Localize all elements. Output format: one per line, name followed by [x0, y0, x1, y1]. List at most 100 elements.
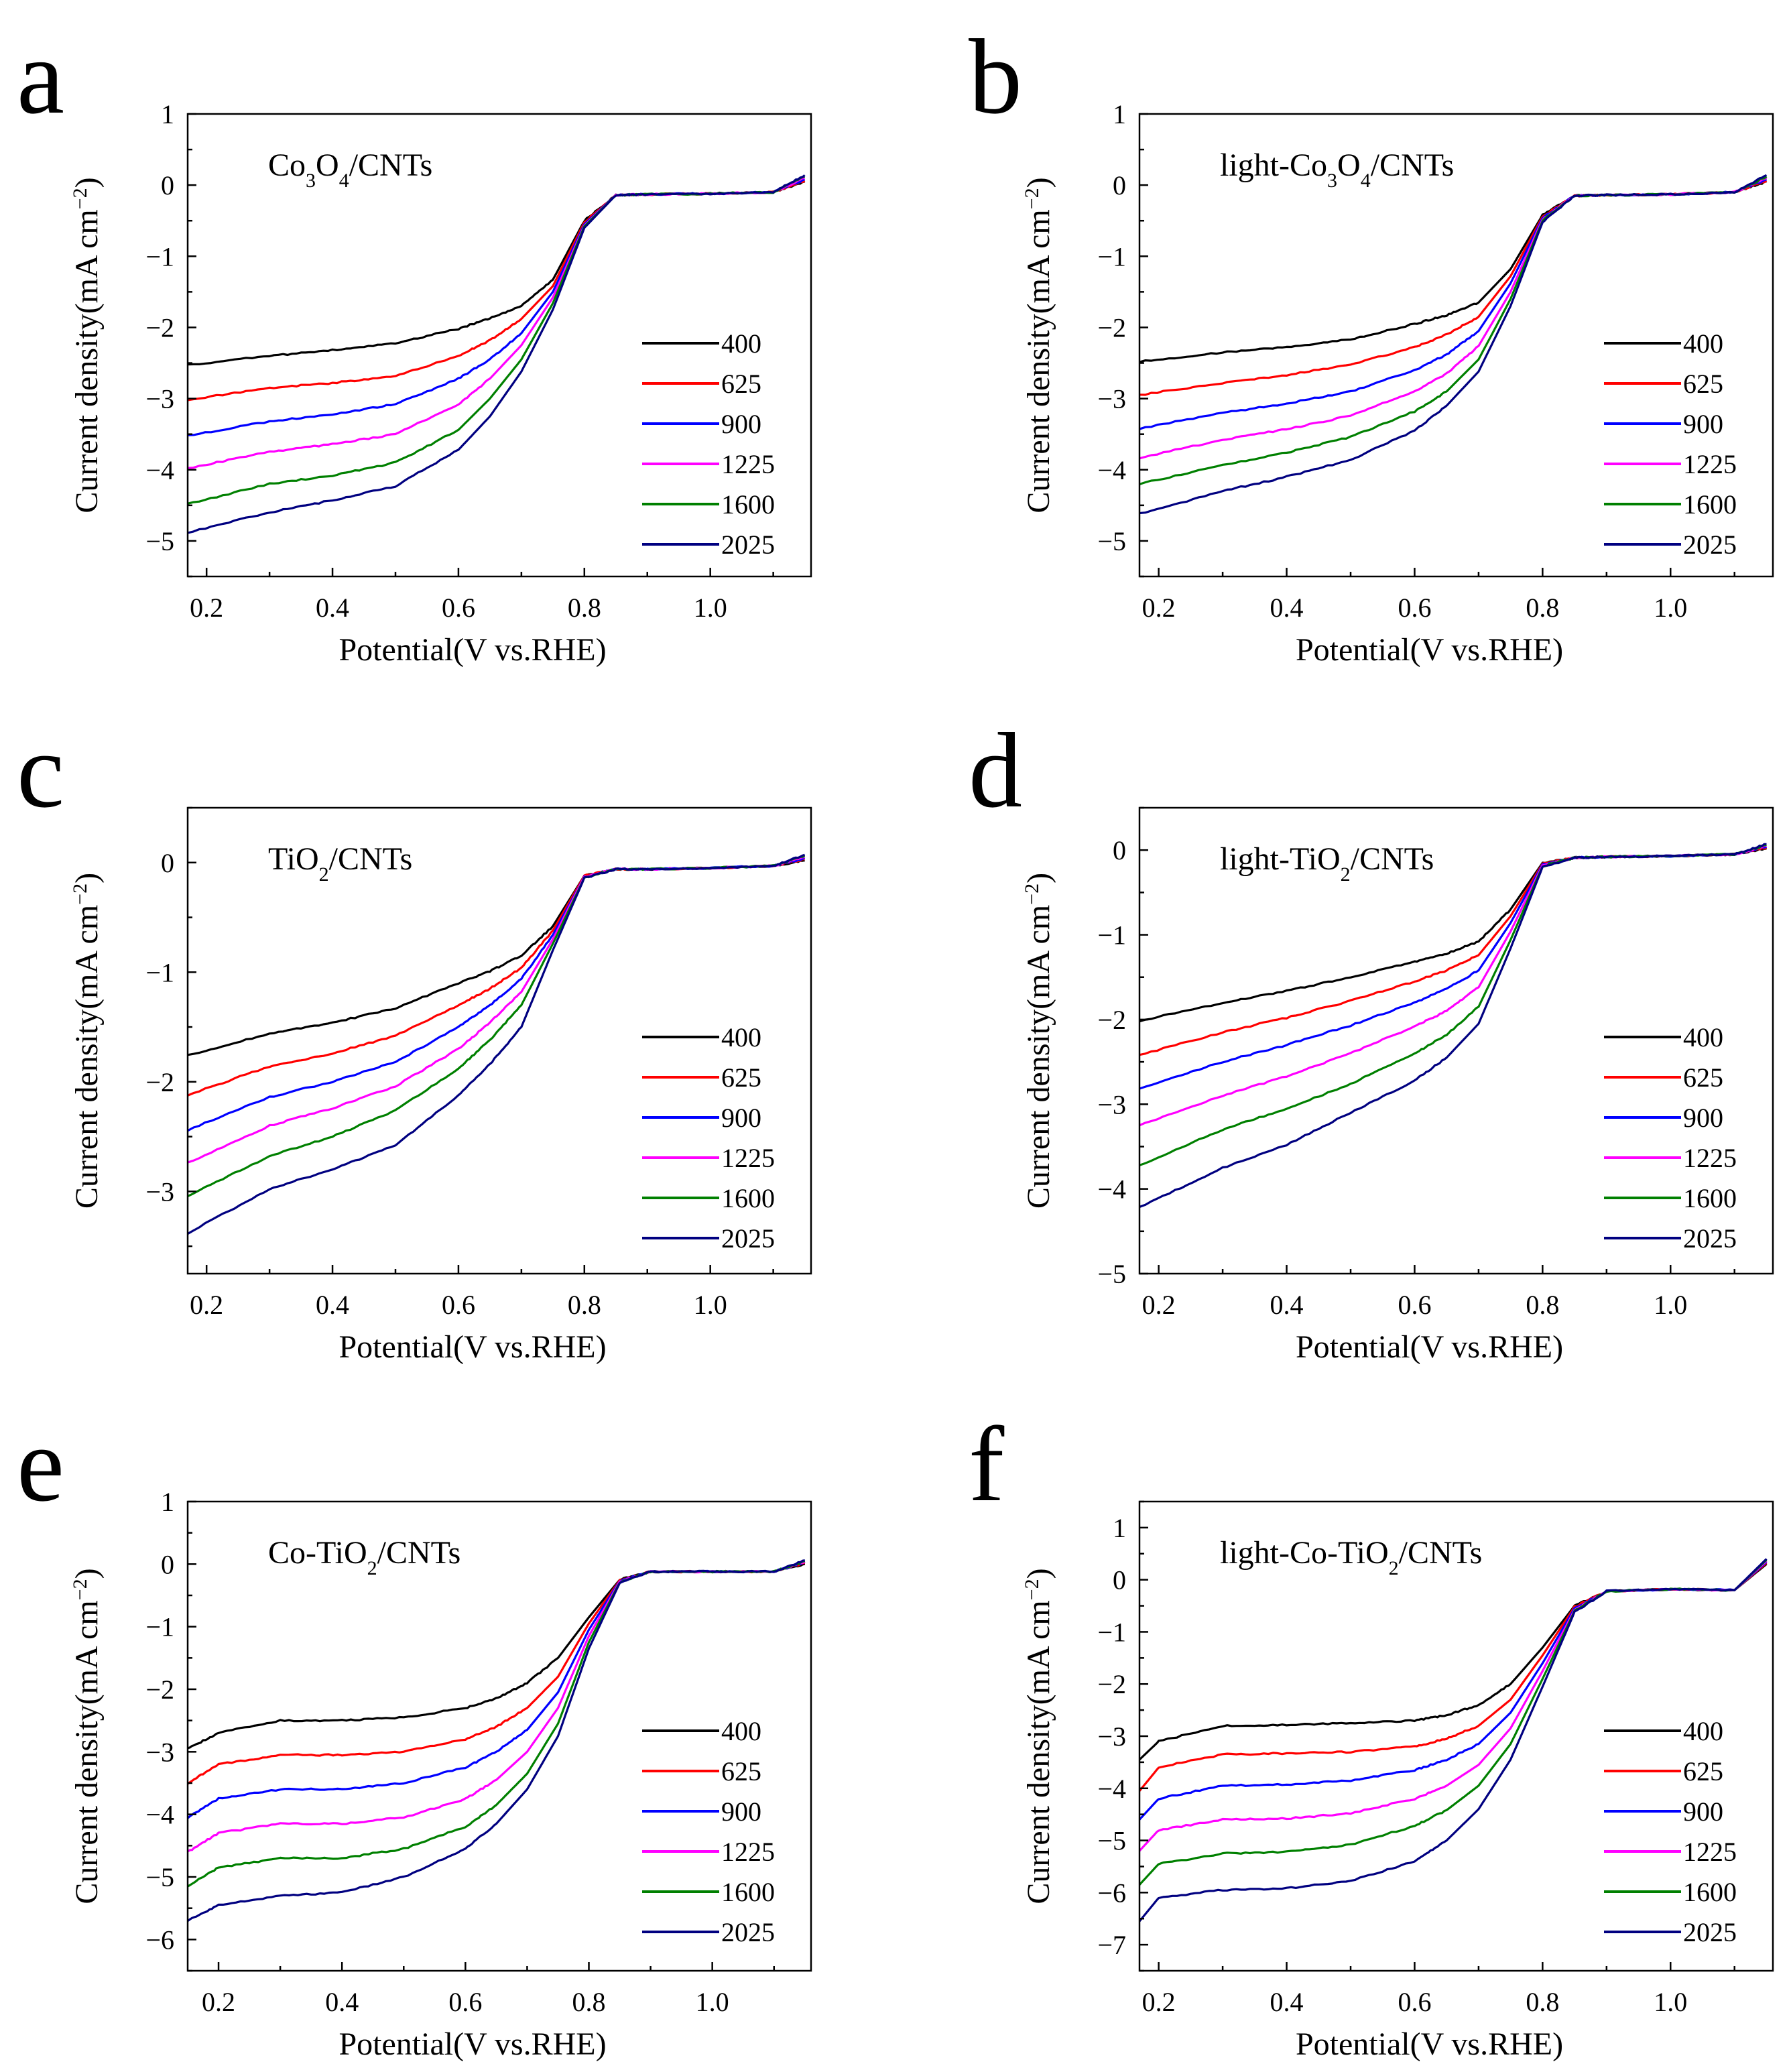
legend-label-400: 400	[721, 1716, 761, 1746]
sample-label: Co3O4/CNTs	[268, 147, 432, 192]
y-tick-label: −7	[1097, 1930, 1126, 1960]
plot-frame	[186, 1500, 812, 1972]
legend-label-2025: 2025	[1683, 1917, 1737, 1947]
panel-e: e 0.2 0.4 0.6 0.8 1.0 1 0 −1 −2 −3 −4 −5 −6 Potential(…	[17, 1404, 812, 2062]
legend-label-1225: 1225	[1683, 1837, 1737, 1867]
y-tick-label: −1	[1097, 920, 1126, 951]
legend-label-625: 625	[1683, 1756, 1723, 1786]
legend-label-400: 400	[1683, 328, 1723, 359]
y-tick-label: 1	[161, 1487, 174, 1517]
plot-frame	[1138, 806, 1774, 1275]
series-group	[188, 174, 806, 534]
series-line-900	[188, 857, 806, 1132]
legend-label-625: 625	[721, 369, 761, 399]
y-axis-title: Current density(mA cm−2)	[1021, 177, 1057, 513]
plot-frame	[186, 806, 812, 1275]
y-tick-label: −4	[1097, 1174, 1126, 1205]
sample-label: TiO2/CNTs	[268, 841, 412, 886]
y-tick-label: −3	[1097, 1721, 1126, 1752]
legend-label-1600: 1600	[1683, 1183, 1737, 1213]
series-line-2025	[188, 174, 806, 534]
legend-label-1600: 1600	[721, 489, 775, 520]
legend-label-1225: 1225	[721, 449, 775, 479]
x-tick-label: 1.0	[1654, 1290, 1687, 1320]
y-tick-label: −1	[145, 241, 174, 271]
y-tick-label: 0	[1113, 835, 1126, 865]
x-tick-label: 0.6	[1398, 593, 1431, 623]
legend-label-2025: 2025	[1683, 530, 1737, 560]
x-tick-label: 0.6	[1398, 1987, 1431, 2017]
y-tick-label: −2	[1097, 312, 1126, 343]
x-tick-label: 0.8	[572, 1987, 606, 2017]
y-tick-label: −4	[145, 1800, 174, 1830]
legend-label-1600: 1600	[1683, 489, 1737, 520]
panel-b: b 0.2 0.4 0.6 0.8 1.0 1 0 −1 −2 −3 −4 −5 Potential(V …	[969, 17, 1774, 668]
sample-label: light-TiO2/CNTs	[1220, 841, 1434, 886]
x-tick-label: 0.8	[568, 593, 601, 623]
legend-label-900: 900	[721, 409, 761, 439]
series-group	[188, 1559, 806, 1922]
y-axis-title: Current density(mA cm−2)	[1021, 1568, 1057, 1904]
y-tick-label: −2	[145, 1067, 174, 1097]
y-tick-label: −3	[145, 1176, 174, 1207]
y-tick-label: −2	[145, 312, 174, 343]
series-line-2025	[1139, 843, 1767, 1209]
series-group	[188, 853, 806, 1235]
legend-label-1600: 1600	[1683, 1877, 1737, 1907]
y-tick-label: −5	[1097, 526, 1126, 556]
x-axis-title: Potential(V vs.RHE)	[338, 1329, 606, 1365]
y-axis-title: Current density(mA cm−2)	[69, 873, 105, 1209]
x-tick-label: 0.4	[1270, 1290, 1304, 1320]
legend-label-400: 400	[721, 328, 761, 359]
y-tick-label: −3	[145, 384, 174, 414]
y-tick-label: −3	[1097, 384, 1126, 414]
panel-a: a 0.2 0.4 0.6 0.8 1.0 1 0 −1 −2 −3 −4 −5 Potential(V …	[17, 17, 812, 668]
x-tick-label: 1.0	[694, 593, 727, 623]
panel-letter: f	[969, 1404, 1005, 1524]
x-tick-label: 0.2	[1142, 1290, 1176, 1320]
series-line-1225	[188, 1561, 806, 1853]
y-tick-label: −1	[145, 957, 174, 987]
legend-label-900: 900	[721, 1103, 761, 1133]
series-line-900	[188, 178, 806, 436]
x-tick-label: 0.4	[1270, 1987, 1304, 2017]
sample-label: Co-TiO2/CNTs	[268, 1535, 460, 1579]
x-tick-label: 0.2	[202, 1987, 235, 2017]
legend-label-1225: 1225	[1683, 449, 1737, 479]
series-line-1225	[1139, 177, 1768, 460]
legend-label-625: 625	[1683, 369, 1723, 399]
legend-label-625: 625	[721, 1062, 761, 1093]
y-tick-label: −6	[1097, 1878, 1126, 1908]
legend-label-2025: 2025	[721, 530, 775, 560]
series-group	[1139, 843, 1768, 1209]
legend-label-1225: 1225	[721, 1837, 775, 1867]
series-line-625	[188, 180, 806, 402]
series-line-400	[1139, 180, 1767, 363]
legend-label-400: 400	[1683, 1716, 1723, 1746]
y-tick-label: 1	[161, 99, 174, 129]
x-tick-label: 0.6	[448, 1987, 482, 2017]
y-tick-label: −3	[145, 1737, 174, 1767]
y-tick-label: −6	[145, 1925, 174, 1955]
x-axis-title: Potential(V vs.RHE)	[1296, 1329, 1563, 1365]
legend-label-400: 400	[721, 1022, 761, 1052]
series-line-625	[188, 857, 805, 1097]
x-axis-title: Potential(V vs.RHE)	[338, 632, 606, 668]
x-tick-label: 1.0	[694, 1290, 727, 1320]
legend-label-625: 625	[1683, 1062, 1723, 1093]
series-line-1600	[1139, 1559, 1768, 1886]
legend-label-625: 625	[721, 1756, 761, 1786]
series-group	[1139, 1558, 1768, 1923]
series-line-2025	[1139, 1558, 1768, 1923]
series-line-2025	[188, 853, 806, 1235]
series-line-400	[188, 1563, 806, 1750]
y-tick-label: −4	[1097, 1774, 1126, 1804]
y-tick-label: −5	[1097, 1826, 1126, 1856]
x-tick-label: 1.0	[1654, 1987, 1687, 2017]
legend-label-1600: 1600	[721, 1183, 775, 1213]
series-group	[1139, 174, 1768, 515]
y-axis-title: Current density(mA cm−2)	[1021, 873, 1057, 1209]
sample-label: light-Co3O4/CNTs	[1220, 147, 1454, 192]
plot-frame	[1138, 113, 1774, 578]
